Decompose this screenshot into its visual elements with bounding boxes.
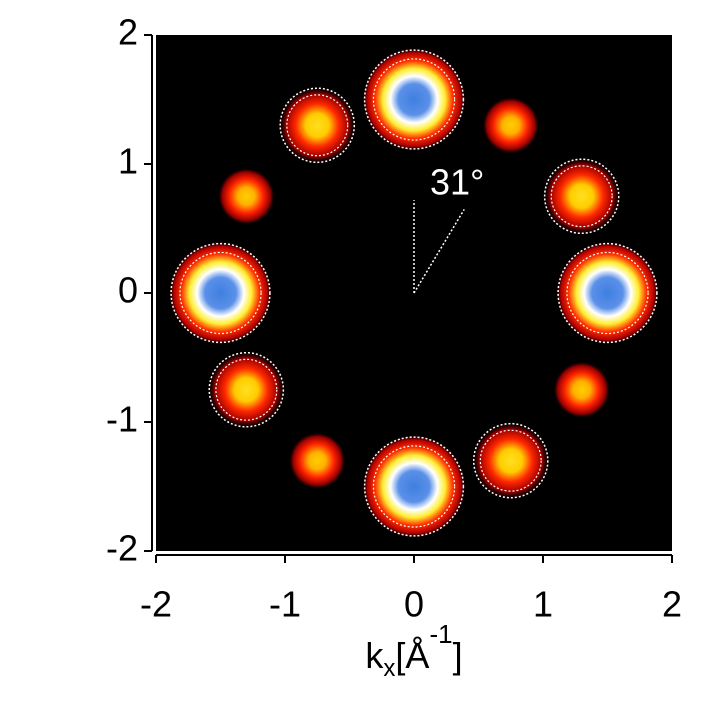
x-label-base: k — [365, 635, 384, 676]
spot — [168, 241, 273, 345]
contour — [550, 165, 613, 228]
spot — [288, 432, 346, 490]
spot — [471, 421, 550, 500]
contour — [472, 422, 549, 499]
contour — [215, 358, 278, 421]
contour — [372, 445, 456, 528]
spot-blob — [471, 421, 550, 500]
spot-blob — [207, 350, 286, 429]
contour — [279, 87, 356, 164]
spot-blob — [542, 157, 621, 236]
spot — [555, 241, 660, 345]
spot — [217, 167, 275, 225]
y-tick-label: -2 — [106, 528, 138, 569]
spot-blob — [482, 96, 540, 154]
contour — [372, 58, 456, 141]
spot — [207, 350, 286, 429]
angle-label: 31° — [430, 162, 484, 203]
spot — [278, 86, 357, 165]
spot-blob — [168, 241, 273, 345]
x-tick-label: -1 — [269, 584, 301, 625]
x-label-unit: [Å — [395, 635, 429, 676]
y-tick-label: 0 — [118, 270, 138, 311]
contour — [363, 49, 465, 150]
contour — [208, 351, 285, 428]
x-tick-label: -2 — [140, 584, 172, 625]
spot-blob — [555, 241, 660, 345]
contour — [479, 429, 542, 492]
contour — [543, 158, 620, 235]
spot — [362, 47, 466, 152]
spot — [482, 96, 540, 154]
contour — [566, 251, 649, 335]
spot-blob — [362, 47, 466, 152]
x-tick-label: 2 — [662, 584, 682, 625]
contour — [179, 251, 262, 335]
spot-blob — [553, 361, 611, 419]
x-label-sup: -1 — [429, 619, 452, 649]
spot — [553, 361, 611, 419]
spot — [362, 434, 466, 539]
y-tick-label: 2 — [118, 12, 138, 53]
y-tick-label: 1 — [118, 141, 138, 182]
x-label-sub: x — [383, 655, 395, 682]
spot-blob — [217, 167, 275, 225]
x-tick-label: 1 — [533, 584, 553, 625]
y-tick-label: -1 — [106, 399, 138, 440]
contour — [363, 436, 465, 537]
contour — [286, 94, 349, 157]
spot-blob — [288, 432, 346, 490]
plot-area — [168, 47, 660, 539]
spot-blob — [362, 434, 466, 539]
spot-blob — [278, 86, 357, 165]
contour — [557, 242, 658, 344]
spot — [542, 157, 621, 236]
x-tick-label: 0 — [404, 584, 424, 625]
angle-line — [413, 209, 465, 294]
x-axis-label: kx[Å-1] — [365, 619, 462, 682]
x-label-close: ] — [453, 635, 463, 676]
contour — [170, 242, 271, 344]
